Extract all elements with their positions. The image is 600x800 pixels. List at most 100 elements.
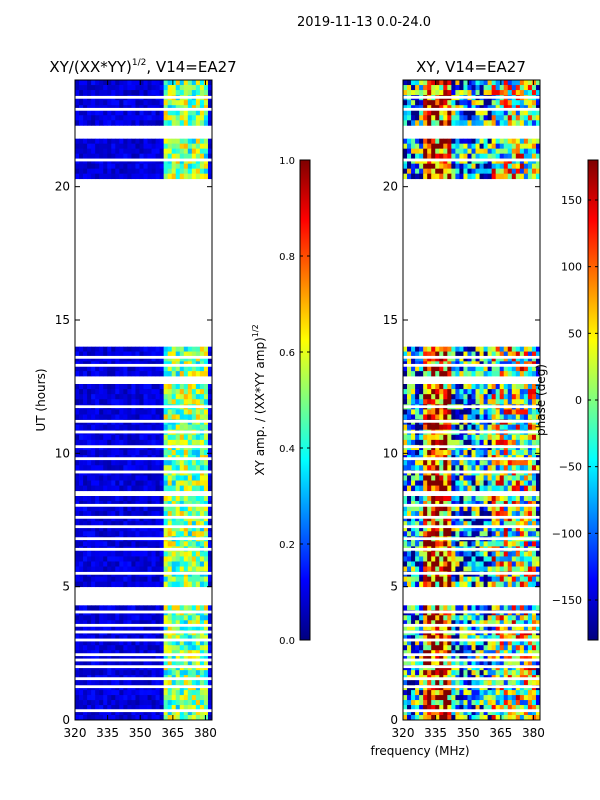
heatmap-cell	[139, 138, 144, 145]
heatmap-cell	[419, 516, 424, 522]
heatmap-cell	[435, 521, 440, 527]
heatmap-cell	[123, 566, 128, 572]
heatmap-cell	[483, 615, 489, 621]
heatmap-cell	[127, 115, 132, 121]
heatmap-cell	[159, 100, 165, 106]
heatmap-cell	[171, 680, 177, 686]
heatmap-cell	[151, 371, 156, 377]
heatmap-cell	[431, 695, 436, 701]
flagged-row	[75, 653, 212, 657]
heatmap-cell	[523, 561, 529, 567]
heatmap-cell	[199, 700, 205, 706]
heatmap-cell	[179, 485, 185, 492]
heatmap-cell	[123, 625, 128, 631]
heatmap-cell	[87, 700, 92, 706]
heatmap-cell	[163, 450, 169, 456]
heatmap-cell	[163, 168, 169, 175]
heatmap-cell	[519, 439, 525, 446]
heatmap-cell	[451, 576, 456, 583]
heatmap-cell	[143, 700, 148, 706]
heatmap-cell	[455, 521, 460, 527]
heatmap-cell	[435, 506, 440, 512]
heatmap-cell	[139, 496, 144, 502]
heatmap-cell	[479, 460, 484, 466]
heatmap-cell	[203, 531, 209, 537]
heatmap-cell	[91, 138, 96, 145]
heatmap-cell	[151, 409, 156, 415]
heatmap-cell	[195, 541, 201, 547]
heatmap-cell	[159, 414, 165, 420]
heatmap-cell	[135, 168, 140, 175]
heatmap-cell	[83, 394, 88, 400]
heatmap-cell	[151, 351, 156, 357]
heatmap-cell	[407, 389, 412, 395]
heatmap-cell	[111, 346, 116, 352]
heatmap-cell	[471, 670, 476, 676]
heatmap-cell	[143, 516, 148, 522]
heatmap-cell	[511, 576, 517, 583]
heatmap-cell	[119, 389, 124, 395]
heatmap-cell	[191, 635, 197, 641]
flagged-row	[75, 677, 212, 681]
heatmap-cell	[75, 640, 80, 646]
heatmap-cell	[163, 366, 169, 372]
heatmap-cell	[527, 521, 533, 527]
heatmap-cell	[139, 173, 144, 180]
heatmap-cell	[99, 521, 104, 527]
heatmap-cell	[407, 414, 412, 420]
heatmap-cell	[87, 531, 92, 537]
heatmap-cell	[203, 168, 209, 175]
heatmap-cell	[427, 409, 432, 415]
heatmap-cell	[87, 414, 92, 420]
heatmap-cell	[91, 645, 96, 651]
heatmap-cell	[207, 173, 213, 180]
heatmap-cell	[159, 516, 165, 522]
heatmap-cell	[151, 480, 156, 486]
heatmap-cell	[491, 620, 497, 626]
heatmap-cell	[191, 715, 197, 721]
heatmap-cell	[431, 501, 436, 507]
heatmap-cell	[139, 526, 144, 532]
heatmap-cell	[199, 640, 205, 646]
heatmap-cell	[115, 389, 120, 395]
heatmap-cell	[83, 551, 88, 557]
heatmap-cell	[107, 576, 112, 583]
heatmap-cell	[151, 715, 156, 721]
heatmap-cell	[139, 100, 144, 106]
heatmap-cell	[503, 670, 509, 676]
heatmap-cell	[439, 460, 444, 466]
heatmap-cell	[159, 615, 165, 621]
heatmap-cell	[127, 511, 132, 517]
heatmap-cell	[487, 496, 493, 502]
heatmap-cell	[467, 705, 472, 711]
heatmap-cell	[431, 715, 436, 721]
heatmap-cell	[131, 366, 136, 372]
heatmap-cell	[455, 690, 460, 696]
heatmap-cell	[503, 660, 509, 666]
heatmap-cell	[159, 465, 165, 471]
heatmap-cell	[115, 475, 120, 481]
heatmap-cell	[183, 521, 189, 527]
heatmap-cell	[487, 576, 493, 583]
heatmap-cell	[535, 655, 541, 661]
heatmap-cell	[175, 450, 181, 456]
heatmap-cell	[195, 660, 201, 666]
heatmap-cell	[195, 384, 201, 390]
heatmap-cell	[119, 351, 124, 357]
heatmap-cell	[435, 620, 440, 626]
heatmap-cell	[127, 521, 132, 527]
heatmap-cell	[531, 576, 537, 583]
heatmap-cell	[523, 541, 529, 547]
heatmap-cell	[171, 715, 177, 721]
heatmap-cell	[531, 556, 537, 562]
heatmap-cell	[427, 660, 432, 666]
heatmap-cell	[455, 655, 460, 661]
heatmap-cell	[475, 384, 480, 390]
heatmap-cell	[499, 541, 505, 547]
heatmap-cell	[175, 85, 181, 91]
heatmap-cell	[127, 138, 132, 145]
heatmap-cell	[171, 105, 177, 111]
heatmap-cell	[407, 460, 412, 466]
heatmap-cell	[91, 105, 96, 111]
heatmap-cell	[115, 541, 120, 547]
